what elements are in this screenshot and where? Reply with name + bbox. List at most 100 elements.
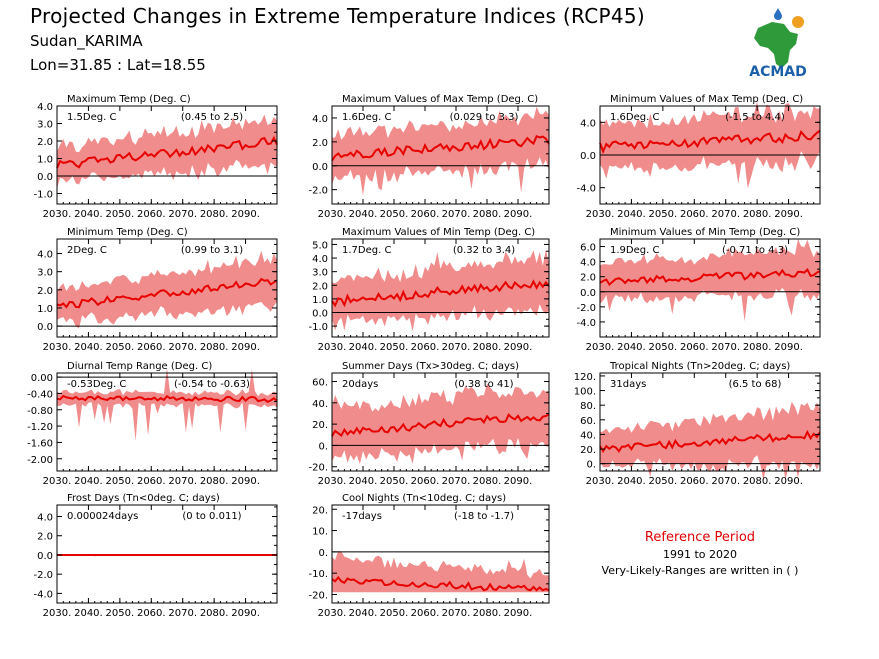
mean-line-5 [331, 279, 550, 308]
panel-title: Maximum Values of Max Temp (Deg. C) [342, 94, 538, 105]
xtick-label: 2090. [504, 209, 533, 220]
ytick-label: -2.00 [27, 455, 53, 466]
ytick-label: 5.0 [312, 240, 328, 251]
xtick-label: 2080. [743, 476, 772, 487]
ytick-label: -4.0 [576, 184, 596, 195]
xtick-label: 2030. [318, 342, 347, 353]
xtick-label: 2030. [43, 608, 72, 619]
page-title: Projected Changes in Extreme Temperature… [30, 4, 646, 28]
plot-frame-4 [56, 238, 278, 338]
xtick-label: 2060. [411, 608, 440, 619]
ytick-label: 120. [574, 372, 596, 383]
range-band-3 [600, 101, 820, 189]
ytick-label: -1.20 [27, 422, 53, 433]
plot-frame-10 [56, 504, 278, 604]
panel-likely-range: (0.45 to 2.5) [181, 112, 243, 123]
ytick-label: 40. [312, 399, 328, 410]
xtick-label: 2030. [43, 476, 72, 487]
ytick-label: 80. [580, 401, 596, 412]
ytick-label: 2.0 [312, 281, 328, 292]
xtick-label: 2040. [349, 608, 378, 619]
ytick-label: -1.0 [33, 190, 53, 201]
xtick-label: 2090. [504, 476, 533, 487]
xtick-label: 2050. [649, 476, 678, 487]
reference-period-years: 1991 to 2020 [662, 548, 738, 561]
xtick-label: 2050. [380, 476, 409, 487]
ytick-label: -2.0 [308, 186, 328, 197]
ytick-label: -1.60 [27, 438, 53, 449]
ytick-label: 100. [574, 387, 596, 398]
xtick-label: 2070. [168, 342, 197, 353]
xtick-label: 2040. [74, 476, 103, 487]
xtick-label: 2090. [504, 342, 533, 353]
mean-line-8 [331, 413, 550, 437]
xtick-label: 2070. [168, 476, 197, 487]
ytick-label: 6.0 [580, 243, 596, 254]
xtick-label: 2070. [442, 608, 471, 619]
station-name: Sudan_KARIMA [30, 32, 143, 50]
mean-line-9 [599, 429, 821, 453]
panel-mean-value: 20days [342, 379, 378, 390]
ytick-label: 4.0 [580, 118, 596, 129]
xtick-label: 2060. [137, 608, 166, 619]
ytick-label: 20. [312, 420, 328, 431]
xtick-label: 2050. [106, 608, 135, 619]
ytick-label: -0.80 [27, 406, 53, 417]
ytick-label: 2.0 [37, 286, 53, 297]
xtick-label: 2040. [74, 209, 103, 220]
plot-frame-2 [331, 105, 550, 205]
ytick-label: 10. [312, 527, 328, 538]
ytick-label: 2.0 [312, 138, 328, 149]
ytick-label: 3.0 [312, 268, 328, 279]
xtick-label: 2050. [649, 342, 678, 353]
panel-mean-value: -0.53Deg. C [67, 379, 126, 390]
panel-likely-range: (0.38 to 41) [454, 379, 513, 390]
xtick-label: 2030. [318, 608, 347, 619]
xtick-label: 2030. [43, 342, 72, 353]
ytick-label: 20. [312, 505, 328, 516]
xtick-label: 2050. [106, 476, 135, 487]
panel-likely-range: (0.029 to 3.3) [450, 112, 519, 123]
xtick-label: 2070. [711, 476, 740, 487]
panel-title: Summer Days (Tx>30deg. C; days) [342, 361, 519, 372]
panel-mean-value: -17days [342, 511, 382, 522]
panel-title: Minimum Values of Max Temp (Deg. C) [610, 94, 803, 105]
xtick-label: 2070. [442, 209, 471, 220]
mean-line-7 [56, 394, 278, 403]
reference-period-title: Reference Period [644, 530, 756, 545]
xtick-label: 2050. [106, 209, 135, 220]
ytick-label: 4.0 [37, 102, 53, 113]
ytick-label: 0. [586, 460, 596, 471]
ytick-label: 60. [580, 416, 596, 427]
acmad-logo-icon [754, 8, 804, 68]
plot-frame-9 [599, 372, 821, 472]
xtick-label: 2040. [349, 209, 378, 220]
xtick-label: 2060. [680, 209, 709, 220]
xtick-label: 2090. [504, 608, 533, 619]
ytick-label: -2.0 [576, 303, 596, 314]
mean-line-11 [331, 575, 550, 592]
xtick-label: 2050. [380, 342, 409, 353]
panel-likely-range: (-0.54 to -0.63) [174, 379, 250, 390]
plot-frame-11 [331, 504, 550, 604]
station-coordinates: Lon=31.85 : Lat=18.55 [30, 56, 206, 74]
xtick-label: 2030. [586, 209, 615, 220]
panel-mean-value: 0.000024days [67, 511, 138, 522]
xtick-label: 2080. [473, 209, 502, 220]
ytick-label: -20. [308, 463, 328, 474]
xtick-label: 2080. [200, 209, 229, 220]
xtick-label: 2070. [442, 342, 471, 353]
ytick-label: -0.40 [27, 389, 53, 400]
range-band-4 [57, 250, 277, 329]
ytick-label: 0.0 [37, 172, 53, 183]
ytick-label: 2.0 [580, 273, 596, 284]
panel-title: Cool Nights (Tn<10deg. C; days) [342, 493, 506, 504]
panel-likely-range: (-18 to -1.7) [454, 511, 514, 522]
mean-line-3 [599, 129, 821, 155]
ytick-label: 0.0 [312, 162, 328, 173]
xtick-label: 2050. [380, 209, 409, 220]
xtick-label: 2070. [168, 608, 197, 619]
xtick-label: 2030. [318, 476, 347, 487]
xtick-label: 2030. [586, 476, 615, 487]
ytick-label: 4.0 [312, 254, 328, 265]
